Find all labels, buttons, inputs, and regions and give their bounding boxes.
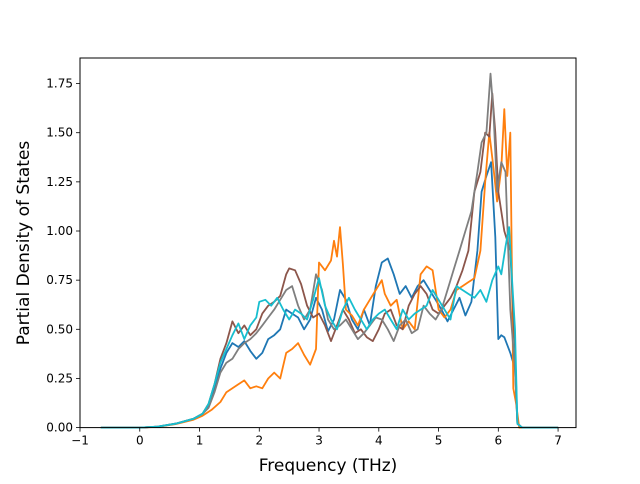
y-tick-label: 0.25 (46, 371, 73, 385)
y-tick-label: 1.25 (46, 175, 73, 189)
x-tick-label: 6 (494, 434, 502, 448)
x-axis-label: Frequency (THz) (259, 456, 398, 476)
x-tick-label: 1 (196, 434, 204, 448)
series-line-3 (100, 92, 559, 429)
y-tick-label: 0.00 (46, 421, 73, 435)
y-axis-label: Partial Density of States (14, 141, 34, 346)
x-tick-label: 2 (255, 434, 263, 448)
y-axis-ticks: 0.00 0.25 0.50 0.75 1.00 1.25 1.50 1.75 (46, 77, 80, 435)
y-tick-label: 1.50 (46, 126, 73, 140)
y-tick-label: 0.75 (46, 273, 73, 287)
x-tick-label: 5 (435, 434, 443, 448)
x-tick-label: 0 (136, 434, 144, 448)
y-tick-label: 0.50 (46, 322, 73, 336)
x-tick-label: 4 (375, 434, 383, 448)
series-line-2 (100, 108, 559, 429)
x-tick-label: 7 (554, 434, 562, 448)
plot-frame (79, 57, 577, 429)
x-tick-label: −1 (71, 434, 89, 448)
series-line-5 (100, 226, 559, 429)
x-axis-ticks: −1 0 1 2 3 4 5 6 7 (71, 427, 562, 448)
y-tick-label: 1.75 (46, 77, 73, 91)
series-line-4 (100, 72, 559, 429)
series-lines (100, 72, 559, 429)
x-tick-label: 3 (315, 434, 323, 448)
y-tick-label: 1.00 (46, 224, 73, 238)
series-line-1 (100, 161, 559, 429)
